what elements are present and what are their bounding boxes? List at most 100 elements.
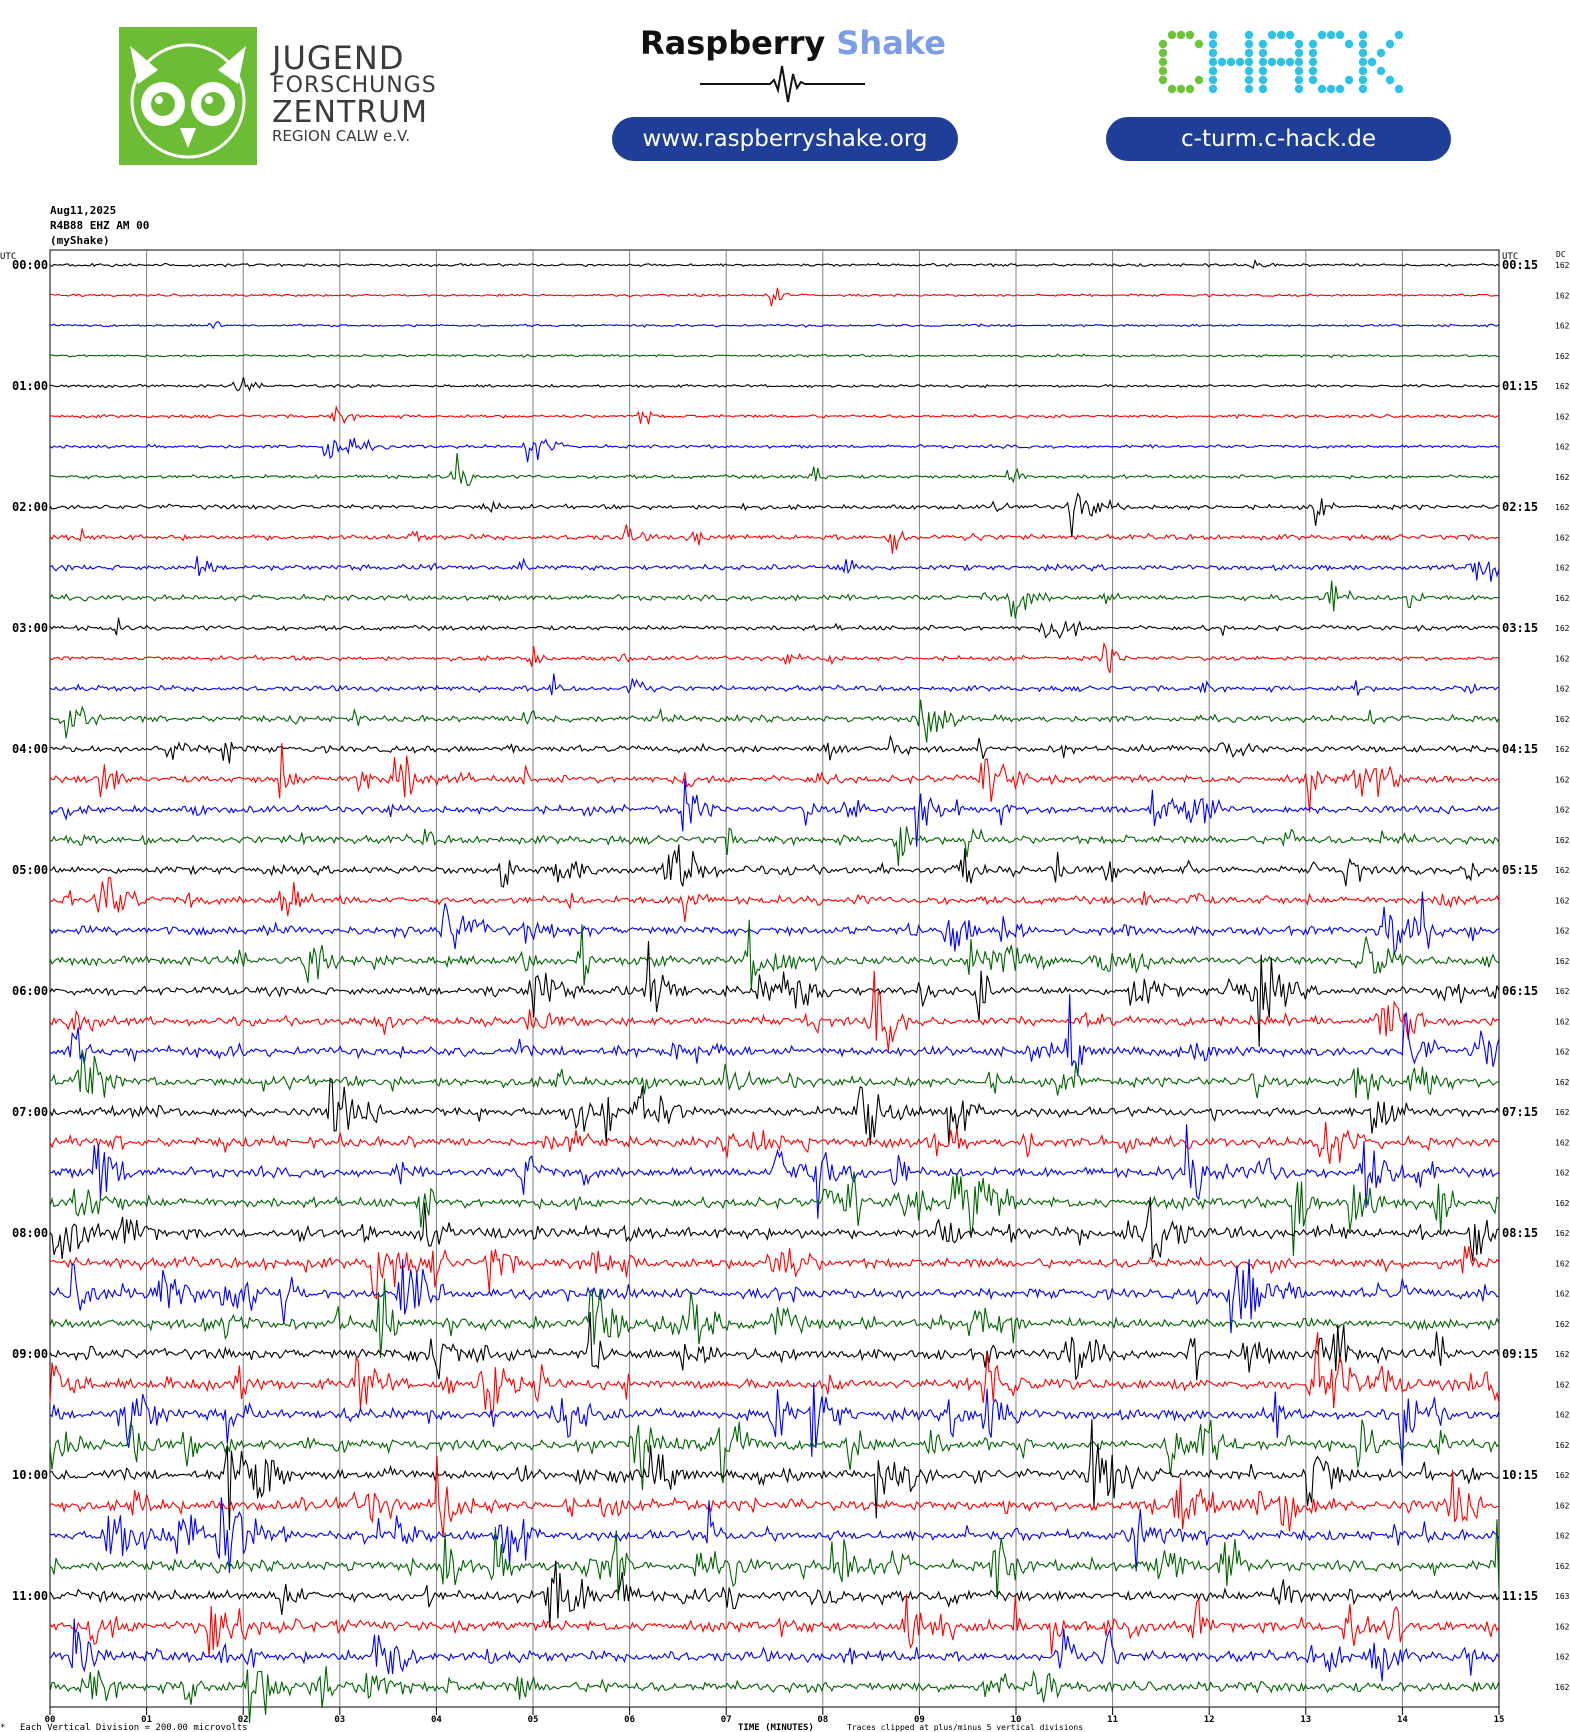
left-hour-label: 05:00 — [12, 863, 48, 877]
trace-line — [49, 1519, 1500, 1601]
footer-vertical-division: Each Vertical Division = 200.00 microvol… — [20, 1723, 248, 1732]
dc-offset-label: 16269 — [1555, 1350, 1570, 1359]
chack-logo-dot — [1326, 30, 1336, 40]
trace-line — [49, 1593, 1500, 1658]
dc-offset-label: 16266 — [1555, 1441, 1570, 1450]
dc-offset-label: 16263 — [1555, 1501, 1570, 1510]
dc-offset-label: 16268 — [1555, 352, 1570, 361]
chack-logo-dot — [1208, 39, 1218, 49]
right-hour-label: 09:15 — [1502, 1347, 1538, 1361]
chack-logo-dot — [1294, 39, 1304, 49]
chack-logo-dot — [1335, 30, 1345, 40]
trace-line — [49, 1171, 1500, 1257]
chack-logo-dot — [1367, 57, 1377, 67]
chack-logo-dot — [1208, 57, 1218, 67]
trace-line — [49, 699, 1500, 743]
chack-logo-dot — [1358, 39, 1368, 49]
x-tick-label: 01 — [141, 1715, 152, 1725]
chack-logo-dot — [1308, 57, 1318, 67]
right-hour-label: 02:15 — [1502, 500, 1538, 514]
trace-line — [49, 1618, 1500, 1682]
dc-offset-label: 16257 — [1555, 1290, 1570, 1299]
dc-offset-label: 16274 — [1555, 1411, 1570, 1420]
dc-offset-label: 16266 — [1555, 291, 1570, 300]
chack-logo-dot — [1158, 48, 1168, 58]
chack-logo-dot — [1158, 57, 1168, 67]
dc-offset-label: 16267 — [1555, 715, 1570, 724]
right-utc-label: UTC — [1502, 252, 1518, 262]
dc-offset-label: 16272 — [1555, 654, 1570, 663]
dc-offset-label: 16266 — [1555, 987, 1570, 996]
right-hour-label: 00:15 — [1502, 258, 1538, 272]
trace-line — [49, 1560, 1500, 1628]
chack-logo-dot — [1294, 84, 1304, 94]
chart-traces — [49, 258, 1500, 1723]
chack-logo-dot — [1267, 57, 1277, 67]
raspberry-shake-url-link[interactable]: www.raspberryshake.org — [612, 117, 958, 161]
raspberry-shake-title: Raspberry Shake — [640, 24, 946, 62]
chack-logo-dot — [1244, 84, 1254, 94]
chack-logo-dot — [1376, 66, 1386, 76]
x-tick-label: 04 — [431, 1715, 442, 1725]
dc-offset-label: 16267 — [1555, 1320, 1570, 1329]
chack-logo-dot — [1208, 66, 1218, 76]
chack-logo-dot — [1158, 39, 1168, 49]
left-hour-label: 06:00 — [12, 984, 48, 998]
dc-offset-label: 16257 — [1555, 775, 1570, 784]
chack-url-link[interactable]: c-turm.c-hack.de — [1106, 117, 1451, 161]
chack-logo-dot — [1244, 75, 1254, 85]
right-hour-label: 08:15 — [1502, 1226, 1538, 1240]
chack-logo-dot — [1308, 48, 1318, 58]
chack-logo-dot — [1294, 57, 1304, 67]
chack-logo-dot — [1317, 84, 1327, 94]
trace-line — [49, 891, 1500, 956]
dc-offset-label: 16266 — [1555, 261, 1570, 270]
chack-logo-dot — [1208, 84, 1218, 94]
dc-offset-label: 16264 — [1555, 836, 1570, 845]
dc-offset-label: 16270 — [1555, 564, 1570, 573]
dc-offset-label: 16271 — [1555, 806, 1570, 815]
chack-logo-dot — [1208, 30, 1218, 40]
chack-logo-dot — [1276, 57, 1286, 67]
footer-clipping-note: Traces clipped at plus/minus 5 vertical … — [847, 1723, 1083, 1732]
x-tick-label: 14 — [1397, 1715, 1408, 1725]
trace-line — [49, 258, 1500, 270]
jfz-line2: FORSCHUNGS — [272, 73, 437, 98]
dc-offset-label: 16285 — [1555, 1532, 1570, 1541]
dc-header-label: DC — [1556, 250, 1566, 259]
raspberry-shake-title-part1: Raspberry — [640, 24, 826, 62]
chack-logo-dot — [1326, 84, 1336, 94]
dc-offset-label: 16272 — [1555, 1108, 1570, 1117]
jfz-wordmark: JUGEND FORSCHUNGS ZENTRUM REGION CALW e.… — [272, 42, 437, 144]
chack-logo-dot — [1317, 30, 1327, 40]
chack-logo-dot — [1158, 66, 1168, 76]
trace-line — [49, 524, 1500, 554]
chack-logo-dot — [1258, 57, 1268, 67]
chack-logo-dot — [1385, 39, 1395, 49]
dc-offset-label: 16251 — [1555, 1683, 1570, 1692]
trace-line — [49, 919, 1500, 990]
dc-offset-label: 16262 — [1555, 1622, 1570, 1631]
x-tick-label: 00 — [45, 1715, 56, 1725]
trace-line — [49, 1197, 1500, 1262]
jfz-line3: ZENTRUM — [272, 95, 428, 130]
right-hour-label: 04:15 — [1502, 742, 1538, 756]
chack-logo-dot — [1258, 66, 1268, 76]
dc-offset-label: 16278 — [1555, 957, 1570, 966]
x-tick-label: 02 — [238, 1715, 249, 1725]
trace-line — [49, 405, 1500, 425]
chack-logo-dot — [1308, 75, 1318, 85]
chack-logo-dot — [1244, 57, 1254, 67]
trace-line — [49, 617, 1500, 640]
x-tick-label: 07 — [721, 1715, 732, 1725]
trace-line — [49, 1497, 1500, 1574]
trace-line — [49, 1124, 1500, 1219]
chack-logo-dot — [1276, 30, 1286, 40]
dc-offset-label: 16263 — [1555, 1229, 1570, 1238]
chack-logo-dot — [1167, 30, 1177, 40]
dc-offset-label: 16267 — [1555, 322, 1570, 331]
left-hour-label: 07:00 — [12, 1105, 48, 1119]
trace-line — [49, 555, 1500, 582]
trace-line — [49, 743, 1500, 813]
chack-logo-dot — [1226, 57, 1236, 67]
